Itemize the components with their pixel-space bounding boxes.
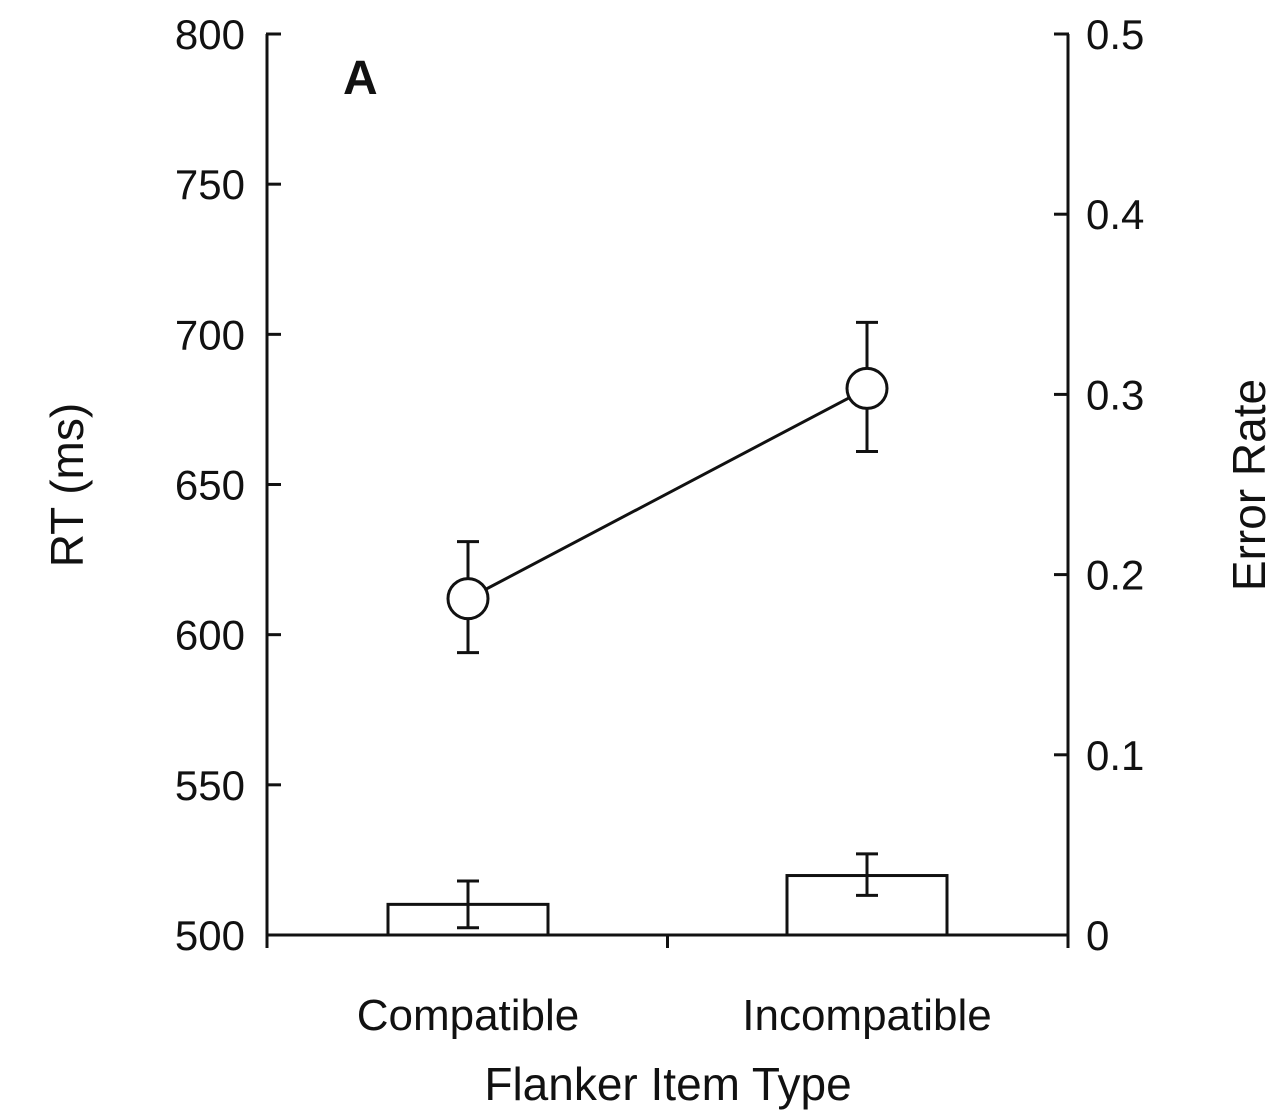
y-left-tick-label: 800 <box>175 11 245 58</box>
x-axis-title: Flanker Item Type <box>484 1058 851 1110</box>
y-right-tick-label: 0 <box>1086 912 1109 959</box>
rt-line <box>467 387 868 600</box>
y-right-tick-label: 0.1 <box>1086 732 1144 779</box>
x-tick-label: Compatible <box>357 991 580 1040</box>
y-right-tick-label: 0.2 <box>1086 552 1144 599</box>
error-rate-bars <box>386 852 949 937</box>
y-left-tick-label: 600 <box>175 612 245 659</box>
y-right-tick-label: 0.5 <box>1086 11 1144 58</box>
y-left-tick-label: 550 <box>175 762 245 809</box>
panel-label: A <box>343 52 378 105</box>
y-left-tick-label: 650 <box>175 462 245 509</box>
chart-labels: A Flanker Item Type RT (ms) Error Rate <box>41 52 1275 1110</box>
x-tick-label: Incompatible <box>742 991 991 1040</box>
rt-point <box>845 366 889 410</box>
axes: 500 550 600 650 700 750 800 0 0.1 0.2 0.3 0.4 0.5 Com… <box>175 11 1144 1040</box>
y-left-tick-label: 500 <box>175 912 245 959</box>
y-axis-left-title: RT (ms) <box>41 403 93 567</box>
y-left-tick-label: 750 <box>175 161 245 208</box>
rt-series <box>446 320 889 655</box>
y-axis-right-title: Error Rate <box>1223 379 1275 591</box>
y-right-tick-label: 0.4 <box>1086 191 1144 238</box>
y-right-tick-label: 0.3 <box>1086 371 1144 418</box>
y-left-tick-label: 700 <box>175 311 245 358</box>
rt-point <box>446 577 490 621</box>
